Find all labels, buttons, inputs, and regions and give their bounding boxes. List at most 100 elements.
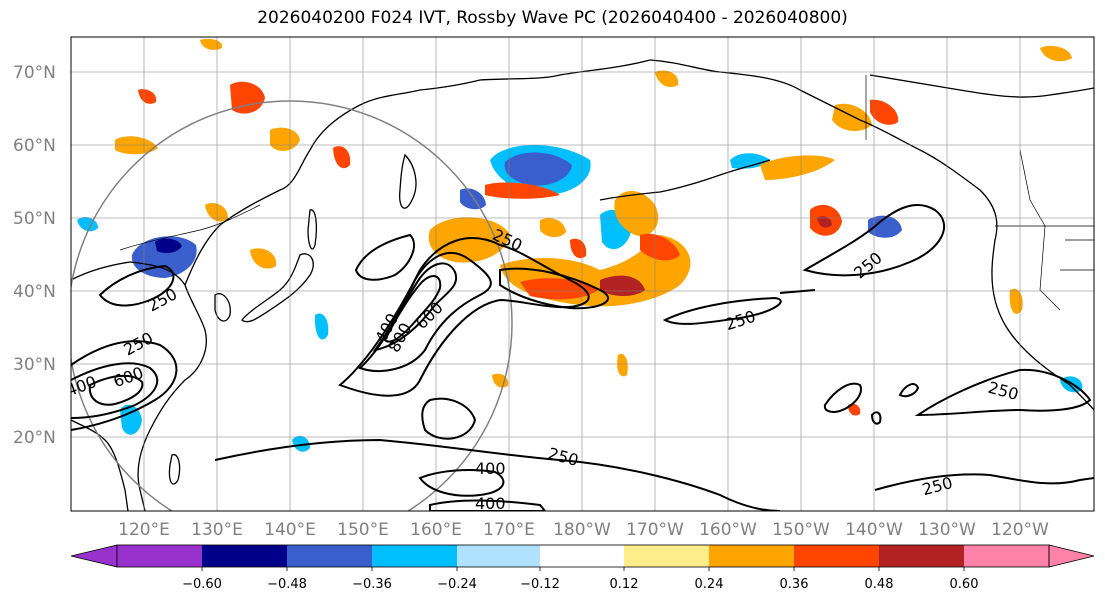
lon-label: 130°E [191,520,243,540]
coastline-arctic [869,74,1094,98]
contour-250 [98,264,175,307]
colorbar-segment [117,545,202,567]
colorbar-segment [709,545,794,567]
anomaly-blob [138,89,157,104]
anomaly-blob [504,152,572,186]
coastlines [71,59,1094,511]
anomaly-blob [617,353,628,377]
colorbar-tick-label: 0.60 [950,577,979,592]
lon-label: 150°W [772,520,830,540]
contour-400 [429,499,547,511]
colorbar-tick-label: −0.60 [182,577,222,592]
gridlines [71,37,1094,511]
anomaly-blob [250,248,277,269]
anomaly-blob [1040,45,1072,62]
colorbar-tick-label: 0.12 [610,577,639,592]
lon-label: 160°E [410,520,462,540]
anomaly-blob [870,99,899,125]
longitude-labels: 120°E 130°E 140°E 150°E 160°E 170°E 180°… [118,520,1049,540]
anomaly-blob [655,70,679,88]
colorbar-segment [964,545,1049,567]
colorbar-segment [372,545,457,567]
anomaly-blob [848,403,861,416]
lat-label: 70°N [13,63,56,83]
colorbar: −0.60 −0.48 −0.36 −0.24 −0.12 0.12 0.24 … [70,544,1095,592]
colorbar-outline [116,544,1050,568]
colorbar-tick-label: 0.24 [695,577,724,592]
colorbar-tick-label: −0.36 [352,577,392,592]
lat-label: 30°N [13,355,56,375]
anomaly-blob [817,216,832,228]
contour-250 [874,473,1094,491]
colorbar-extend-max [1048,544,1095,568]
political-borders [119,75,1094,311]
colorbar-segment [624,545,709,567]
contour-600 [372,262,458,352]
contour-250 [870,411,882,425]
contour-label: 400 [475,459,506,478]
contour-250 [354,233,415,281]
contour-400 [71,362,159,419]
colorbar-segment [287,545,372,567]
contour-label: 400 [475,494,506,513]
coastline-sakhalin [307,209,317,250]
colorbar-segment [202,545,287,567]
anomaly-blob [314,313,329,340]
map-frame [70,36,1095,512]
lat-label: 50°N [13,209,56,229]
colorbar-ticks [201,567,965,571]
colorbar-extend-min [70,544,118,568]
lat-label: 40°N [13,282,56,302]
lon-label: 150°E [337,520,389,540]
contour-250 [338,237,590,397]
lon-label: 130°W [918,520,976,540]
border-line [1019,149,1046,227]
coastline-kamchatka [399,153,417,209]
colorbar-segment [794,545,879,567]
anomaly-blob [1009,288,1023,314]
lon-label: 160°W [699,520,757,540]
colorbar-tick-label: −0.48 [267,577,307,592]
lon-label: 120°W [991,520,1049,540]
anomaly-blob [205,202,228,222]
border-line [1039,225,1061,311]
anomaly-blob [640,233,680,261]
map-panel: 250 250 250 250 250 250 250 400 400 400 … [71,37,1094,513]
anomaly-blob [760,155,835,180]
contour-250 [898,383,920,398]
coastline-asia [71,261,207,511]
anomaly-shading [77,38,1083,452]
coastline-asia-north [184,59,651,286]
colorbar-tick-label: 0.36 [780,577,809,592]
contour-250 [823,382,862,414]
contour-600 [88,374,144,406]
anomaly-blob [485,182,560,199]
anomaly-blob [292,435,310,452]
anomaly-blob [460,188,486,210]
coastline-southeast-asia [71,419,129,511]
lon-label: 140°E [264,520,316,540]
lon-label: 180°W [553,520,611,540]
contour-250 [421,397,477,440]
colorbar-segment [879,545,964,567]
anomaly-blob [540,218,566,238]
colorbar-segment [540,545,624,567]
colorbar-tick-label: −0.24 [437,577,477,592]
lon-label: 170°E [483,520,535,540]
ivt-contours [71,204,1094,511]
contour-250 [802,204,946,277]
contour-250 [71,340,178,431]
colorbar-segment [457,545,540,567]
contour-800 [383,275,442,343]
anomaly-blob [520,278,598,300]
map-title: 2026040200 F024 IVT, Rossby Wave PC (202… [257,8,848,28]
lat-label: 60°N [13,136,56,156]
anomaly-blob [230,81,265,114]
coastline-north-america [991,239,1094,411]
latitude-labels: 70°N 60°N 50°N 40°N 30°N 20°N [13,63,56,448]
anomaly-blob [333,146,351,169]
anomaly-blob [614,190,659,236]
anomaly-blob [120,404,142,435]
contour-400 [418,469,505,497]
lon-label: 170°W [626,520,684,540]
